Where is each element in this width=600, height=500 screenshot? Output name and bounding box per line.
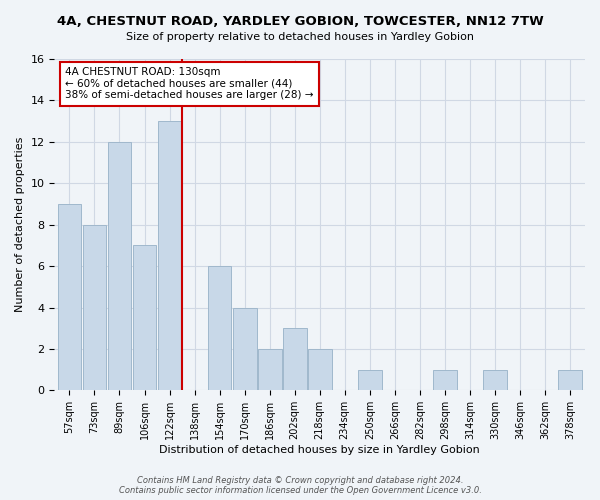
Text: 4A, CHESTNUT ROAD, YARDLEY GOBION, TOWCESTER, NN12 7TW: 4A, CHESTNUT ROAD, YARDLEY GOBION, TOWCE… <box>56 15 544 28</box>
Bar <box>283 328 307 390</box>
Bar <box>158 121 181 390</box>
Bar <box>483 370 507 390</box>
Bar <box>233 308 257 390</box>
Bar <box>358 370 382 390</box>
Bar <box>58 204 82 390</box>
Bar <box>308 349 332 391</box>
Bar <box>258 349 281 391</box>
Bar <box>83 224 106 390</box>
Bar <box>107 142 131 390</box>
Bar <box>558 370 582 390</box>
Text: 4A CHESTNUT ROAD: 130sqm
← 60% of detached houses are smaller (44)
38% of semi-d: 4A CHESTNUT ROAD: 130sqm ← 60% of detach… <box>65 68 314 100</box>
X-axis label: Distribution of detached houses by size in Yardley Gobion: Distribution of detached houses by size … <box>160 445 480 455</box>
Y-axis label: Number of detached properties: Number of detached properties <box>15 137 25 312</box>
Text: Size of property relative to detached houses in Yardley Gobion: Size of property relative to detached ho… <box>126 32 474 42</box>
Text: Contains HM Land Registry data © Crown copyright and database right 2024.
Contai: Contains HM Land Registry data © Crown c… <box>119 476 481 495</box>
Bar <box>133 246 157 390</box>
Bar <box>208 266 232 390</box>
Bar <box>433 370 457 390</box>
